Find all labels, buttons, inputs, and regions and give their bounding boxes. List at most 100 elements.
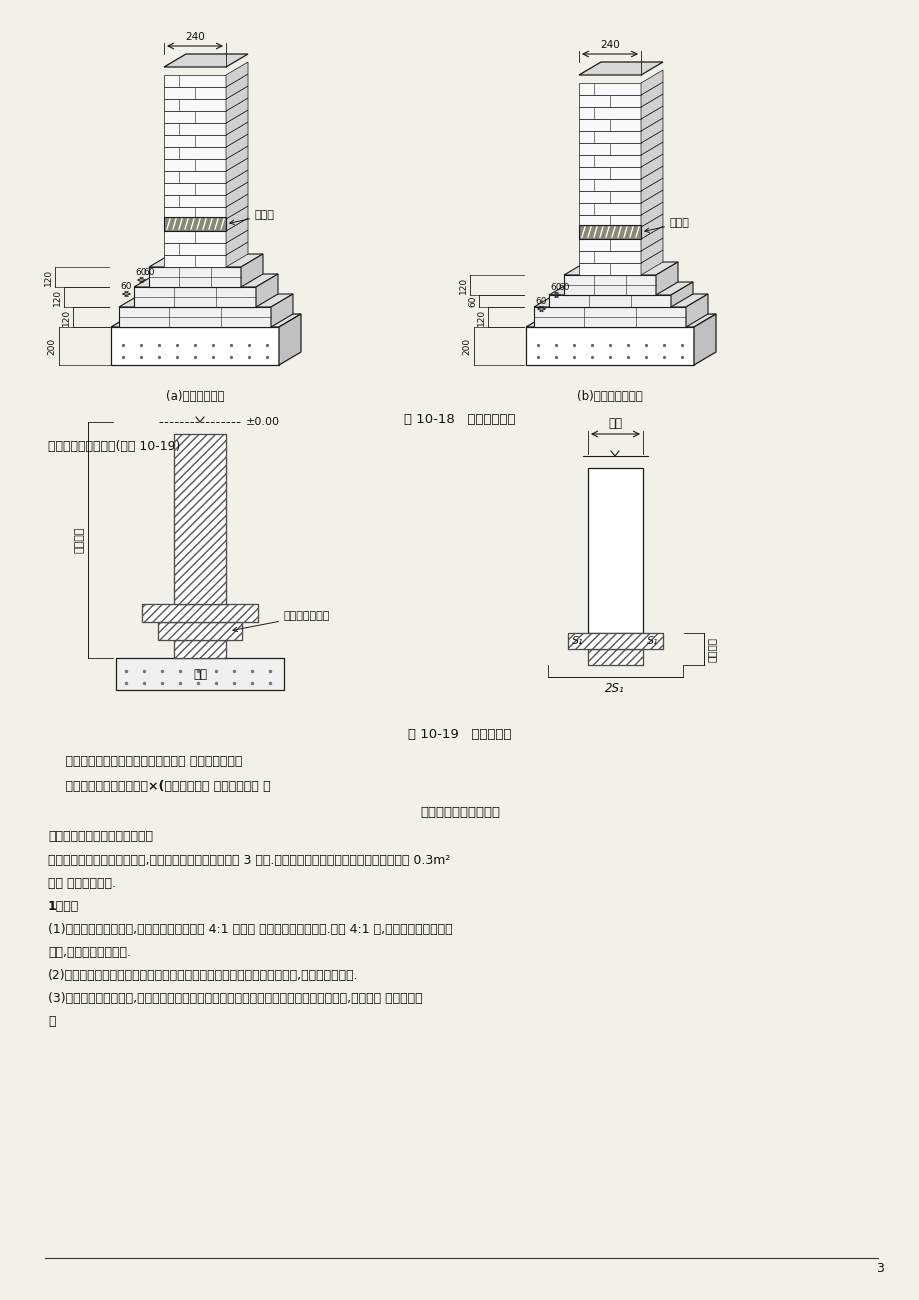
Polygon shape <box>226 62 248 87</box>
Polygon shape <box>142 604 257 621</box>
Polygon shape <box>278 315 301 365</box>
Text: 3: 3 <box>875 1261 883 1274</box>
Polygon shape <box>641 166 663 191</box>
Text: 60: 60 <box>120 282 132 291</box>
Polygon shape <box>226 205 248 231</box>
Polygon shape <box>670 282 692 307</box>
Polygon shape <box>164 87 226 99</box>
Polygon shape <box>578 179 641 191</box>
Text: (a)等高式大放脚: (a)等高式大放脚 <box>165 390 224 403</box>
Polygon shape <box>119 294 292 307</box>
Polygon shape <box>578 95 641 107</box>
Text: 大放脚增加面积: 大放脚增加面积 <box>233 611 330 632</box>
Text: 60: 60 <box>143 268 154 277</box>
Text: 混凝土工程量除另有规定者外,均按图示尺寸实体体积以米 3 计算.不扣除构件内钢筋、预埋铁件及墙、板中 0.3m²: 混凝土工程量除另有规定者外,均按图示尺寸实体体积以米 3 计算.不扣除构件内钢筋… <box>48 854 450 867</box>
Text: 算: 算 <box>48 1015 55 1028</box>
Polygon shape <box>686 294 708 328</box>
Polygon shape <box>226 122 248 147</box>
Polygon shape <box>226 242 248 266</box>
Polygon shape <box>255 274 278 307</box>
Text: 120: 120 <box>62 308 71 325</box>
Polygon shape <box>226 182 248 207</box>
Polygon shape <box>533 294 708 307</box>
Text: 基础断面计算如下：(见图 10-19): 基础断面计算如下：(见图 10-19) <box>48 439 180 452</box>
Polygon shape <box>164 195 226 207</box>
Polygon shape <box>563 263 677 276</box>
Polygon shape <box>134 274 278 287</box>
Polygon shape <box>226 194 248 218</box>
Polygon shape <box>226 111 248 135</box>
Polygon shape <box>641 226 663 251</box>
Text: 60: 60 <box>468 295 476 307</box>
Polygon shape <box>149 266 241 287</box>
Text: 60: 60 <box>558 283 569 292</box>
Text: 图 10-19   砖基断面图: 图 10-19 砖基断面图 <box>408 728 511 741</box>
Polygon shape <box>641 190 663 214</box>
Polygon shape <box>578 143 641 155</box>
Text: S₁: S₁ <box>646 636 658 646</box>
Text: 200: 200 <box>461 338 471 355</box>
Text: 砖基断面面积＝标准厚墙基面积＋大 放脚增加面积或: 砖基断面面积＝标准厚墙基面积＋大 放脚增加面积或 <box>48 755 242 768</box>
Polygon shape <box>119 307 271 328</box>
Text: S₁: S₁ <box>572 636 584 646</box>
Polygon shape <box>578 227 641 239</box>
Polygon shape <box>578 203 641 215</box>
Text: 墙厚: 墙厚 <box>607 417 621 430</box>
Polygon shape <box>578 191 641 203</box>
Polygon shape <box>578 263 641 276</box>
Polygon shape <box>226 218 248 243</box>
Text: 防潮层: 防潮层 <box>230 211 275 225</box>
Polygon shape <box>164 75 226 87</box>
Polygon shape <box>641 214 663 239</box>
Polygon shape <box>549 295 670 307</box>
Polygon shape <box>111 328 278 365</box>
Text: 120: 120 <box>476 308 485 325</box>
Text: 折加高度: 折加高度 <box>706 637 716 662</box>
Polygon shape <box>587 468 642 633</box>
Text: 一、现浇混凝土工程量计算规则: 一、现浇混凝土工程量计算规则 <box>48 829 153 842</box>
Polygon shape <box>164 124 226 135</box>
Text: 防潮层: 防潮层 <box>644 218 689 233</box>
Text: 计算,以上部分按墙计算.: 计算,以上部分按墙计算. <box>48 946 130 959</box>
Polygon shape <box>578 83 641 95</box>
Polygon shape <box>641 153 663 179</box>
Polygon shape <box>158 621 242 640</box>
Polygon shape <box>116 658 284 690</box>
Text: (b)不等高式大放脚: (b)不等高式大放脚 <box>576 390 642 403</box>
Polygon shape <box>526 315 715 328</box>
Polygon shape <box>641 202 663 228</box>
Polygon shape <box>526 328 693 365</box>
Polygon shape <box>164 159 226 172</box>
Polygon shape <box>563 276 655 295</box>
Text: 内的 孔洞所占体积.: 内的 孔洞所占体积. <box>48 878 116 891</box>
Polygon shape <box>226 74 248 99</box>
Polygon shape <box>578 214 641 227</box>
Polygon shape <box>578 239 641 251</box>
Polygon shape <box>164 207 226 218</box>
Polygon shape <box>641 142 663 166</box>
Polygon shape <box>174 434 226 604</box>
Text: (2)箱式满堂基础应分别按无梁式满堂基础、柱、墙、梁、板有关规定计算,套相应定额项目.: (2)箱式满堂基础应分别按无梁式满堂基础、柱、墙、梁、板有关规定计算,套相应定额… <box>48 968 358 982</box>
Polygon shape <box>578 225 641 239</box>
Polygon shape <box>164 231 226 243</box>
Text: 1、基础: 1、基础 <box>48 900 79 913</box>
Polygon shape <box>164 217 226 231</box>
Polygon shape <box>174 640 226 658</box>
Polygon shape <box>641 130 663 155</box>
Polygon shape <box>164 147 226 159</box>
Polygon shape <box>641 250 663 276</box>
Polygon shape <box>578 131 641 143</box>
Text: (1)有肋带形混凝土基础,其肋高与肋宽之比在 4:1 以内的 按有肋带形基础计算.超过 4:1 时,其基础底按板式基础: (1)有肋带形混凝土基础,其肋高与肋宽之比在 4:1 以内的 按有肋带形基础计算… <box>48 923 452 936</box>
Polygon shape <box>641 94 663 120</box>
Polygon shape <box>164 172 226 183</box>
Polygon shape <box>641 178 663 203</box>
Text: 120: 120 <box>53 289 62 306</box>
Polygon shape <box>164 111 226 124</box>
Polygon shape <box>641 238 663 263</box>
Polygon shape <box>226 146 248 172</box>
Polygon shape <box>226 159 248 183</box>
Polygon shape <box>578 155 641 166</box>
Polygon shape <box>226 86 248 110</box>
Text: 200: 200 <box>47 338 56 355</box>
Polygon shape <box>567 633 663 649</box>
